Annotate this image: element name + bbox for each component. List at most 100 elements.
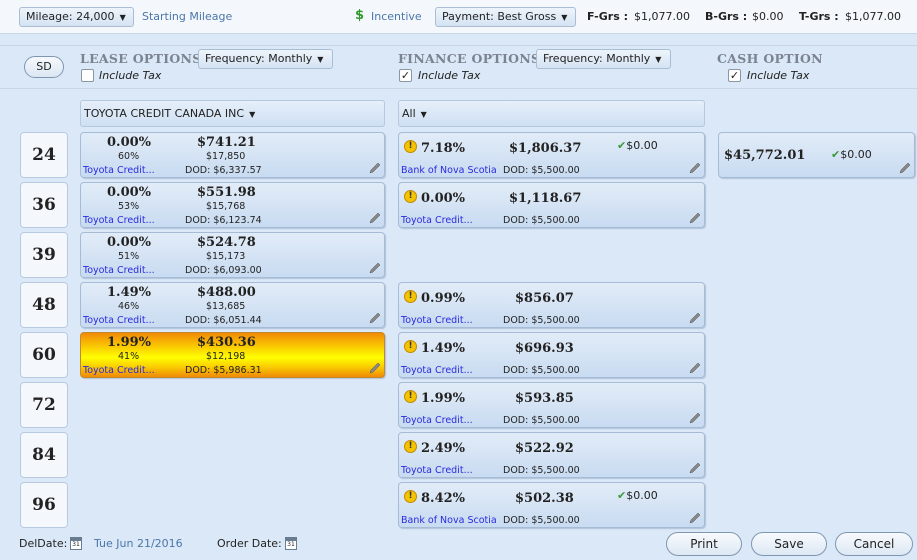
lease-residual-percent: 51% [118, 251, 140, 262]
lease-frequency-dropdown[interactable]: Frequency: Monthly ▼ [198, 49, 333, 69]
lease-lender-link[interactable]: Toyota Credit... [83, 365, 155, 376]
cash-incentive-check: ✔$0.00 [831, 148, 872, 161]
finance-dod: DOD: $5,500.00 [503, 365, 580, 376]
bgrs-label: B-Grs : [705, 10, 748, 23]
finance-lender-link[interactable]: Toyota Credit... [401, 365, 473, 376]
lease-include-tax-checkbox[interactable] [81, 69, 94, 82]
finance-dod: DOD: $5,500.00 [503, 415, 580, 426]
lease-bank-dropdown[interactable]: TOYOTA CREDIT CANADA INC ▼ [80, 100, 385, 127]
finance-include-tax-label: Include Tax [418, 69, 481, 82]
warning-icon: ! [404, 190, 417, 203]
finance-lender-link[interactable]: Toyota Credit... [401, 415, 473, 426]
payment-dropdown[interactable]: Payment: Best Gross ▼ [435, 7, 576, 27]
finance-incentive-check: ✔$0.00 [617, 139, 658, 152]
save-button[interactable]: Save [751, 532, 827, 556]
lease-dod: DOD: $6,093.00 [185, 265, 262, 276]
finance-include-tax-checkbox[interactable]: ✓ [399, 69, 412, 82]
finance-lender-link[interactable]: Toyota Credit... [401, 465, 473, 476]
finance-lender-link[interactable]: Bank of Nova Scotia [401, 515, 497, 526]
finance-option-card[interactable]: ! 1.49% $696.93 Toyota Credit... DOD: $5… [398, 332, 705, 378]
edit-pencil-icon[interactable] [689, 362, 701, 374]
print-button[interactable]: Print [666, 532, 742, 556]
edit-pencil-icon[interactable] [899, 162, 911, 174]
dollar-icon: $ [355, 8, 365, 23]
del-date-value[interactable]: Tue Jun 21/2016 [94, 537, 183, 550]
finance-option-card[interactable]: ! 7.18% $1,806.37 ✔$0.00 Bank of Nova Sc… [398, 132, 705, 178]
finance-lender-link[interactable]: Bank of Nova Scotia [401, 165, 497, 176]
sd-button[interactable]: SD [24, 56, 64, 78]
cancel-button[interactable]: Cancel [835, 532, 913, 556]
lease-rate: 1.49% [107, 285, 152, 300]
finance-options-title: FINANCE OPTIONS [398, 51, 541, 66]
edit-pencil-icon[interactable] [689, 212, 701, 224]
lease-option-card[interactable]: 0.00% $524.78 51% $15,173 Toyota Credit.… [80, 232, 385, 278]
lease-residual-value: $15,768 [206, 201, 246, 212]
chevron-down-icon: ▼ [655, 55, 662, 64]
finance-option-card[interactable]: ! 1.99% $593.85 Toyota Credit... DOD: $5… [398, 382, 705, 428]
lease-option-card[interactable]: 1.49% $488.00 46% $13,685 Toyota Credit.… [80, 282, 385, 328]
finance-bank-dropdown[interactable]: All ▼ [398, 100, 705, 127]
lease-residual-percent: 46% [118, 301, 140, 312]
edit-pencil-icon[interactable] [369, 312, 381, 324]
finance-option-card[interactable]: ! 0.00% $1,118.67 Toyota Credit... DOD: … [398, 182, 705, 228]
lease-rate: 0.00% [107, 135, 152, 150]
mileage-dropdown[interactable]: Mileage: 24,000 ▼ [19, 7, 134, 27]
cash-incentive-value: $0.00 [840, 148, 872, 161]
edit-pencil-icon[interactable] [369, 162, 381, 174]
finance-option-card[interactable]: ! 0.99% $856.07 Toyota Credit... DOD: $5… [398, 282, 705, 328]
lease-dod: DOD: $5,986.31 [185, 365, 262, 376]
finance-rate: 0.00% [421, 191, 466, 206]
finance-rate: 8.42% [421, 491, 466, 506]
lease-lender-link[interactable]: Toyota Credit... [83, 165, 155, 176]
lease-include-tax-label: Include Tax [99, 69, 162, 82]
warning-icon: ! [404, 140, 417, 153]
lease-lender-link[interactable]: Toyota Credit... [83, 215, 155, 226]
chevron-down-icon: ▼ [420, 110, 427, 119]
lease-frequency-value: Frequency: Monthly [205, 52, 313, 65]
edit-pencil-icon[interactable] [689, 462, 701, 474]
lease-option-card[interactable]: 0.00% $741.21 60% $17,850 Toyota Credit.… [80, 132, 385, 178]
edit-pencil-icon[interactable] [689, 512, 701, 524]
finance-bank-value: All [402, 107, 416, 120]
lease-option-card[interactable]: 0.00% $551.98 53% $15,768 Toyota Credit.… [80, 182, 385, 228]
lease-payment: $488.00 [197, 285, 256, 300]
finance-option-card[interactable]: ! 8.42% $502.38 ✔$0.00 Bank of Nova Scot… [398, 482, 705, 528]
finance-payment: $1,118.67 [509, 191, 582, 206]
finance-payment: $1,806.37 [509, 141, 582, 156]
order-date-calendar[interactable]: 31 [285, 536, 297, 551]
finance-rate: 0.99% [421, 291, 466, 306]
checkmark-icon: ✔ [831, 148, 841, 161]
lease-options-title: LEASE OPTIONS [80, 51, 202, 66]
del-date-calendar[interactable]: 31 [70, 536, 82, 551]
finance-frequency-dropdown[interactable]: Frequency: Monthly ▼ [536, 49, 671, 69]
edit-pencil-icon[interactable] [689, 162, 701, 174]
term-label: 36 [20, 182, 68, 228]
finance-option-card[interactable]: ! 2.49% $522.92 Toyota Credit... DOD: $5… [398, 432, 705, 478]
lease-rate: 0.00% [107, 185, 152, 200]
payment-value: Payment: Best Gross [442, 10, 557, 23]
cash-include-tax-checkbox[interactable]: ✓ [728, 69, 741, 82]
lease-residual-value: $17,850 [206, 151, 246, 162]
edit-pencil-icon[interactable] [689, 412, 701, 424]
lease-payment: $551.98 [197, 185, 256, 200]
lease-rate: 0.00% [107, 235, 152, 250]
edit-pencil-icon[interactable] [369, 262, 381, 274]
lease-option-card-selected[interactable]: 1.99% $430.36 41% $12,198 Toyota Credit.… [80, 332, 385, 378]
calendar-icon: 31 [70, 536, 82, 550]
edit-pencil-icon[interactable] [689, 312, 701, 324]
finance-incentive-value: $0.00 [626, 139, 658, 152]
chevron-down-icon: ▼ [317, 55, 324, 64]
edit-pencil-icon[interactable] [369, 362, 381, 374]
starting-mileage-link[interactable]: Starting Mileage [142, 10, 233, 23]
lease-bank-value: TOYOTA CREDIT CANADA INC [84, 107, 245, 120]
edit-pencil-icon[interactable] [369, 212, 381, 224]
finance-payment: $856.07 [515, 291, 574, 306]
finance-lender-link[interactable]: Toyota Credit... [401, 315, 473, 326]
incentive-link[interactable]: Incentive [371, 10, 422, 23]
cash-option-card[interactable]: $45,772.01 ✔$0.00 [718, 132, 915, 178]
finance-lender-link[interactable]: Toyota Credit... [401, 215, 473, 226]
lease-lender-link[interactable]: Toyota Credit... [83, 265, 155, 276]
lease-lender-link[interactable]: Toyota Credit... [83, 315, 155, 326]
lease-residual-value: $12,198 [206, 351, 246, 362]
term-label: 24 [20, 132, 68, 178]
